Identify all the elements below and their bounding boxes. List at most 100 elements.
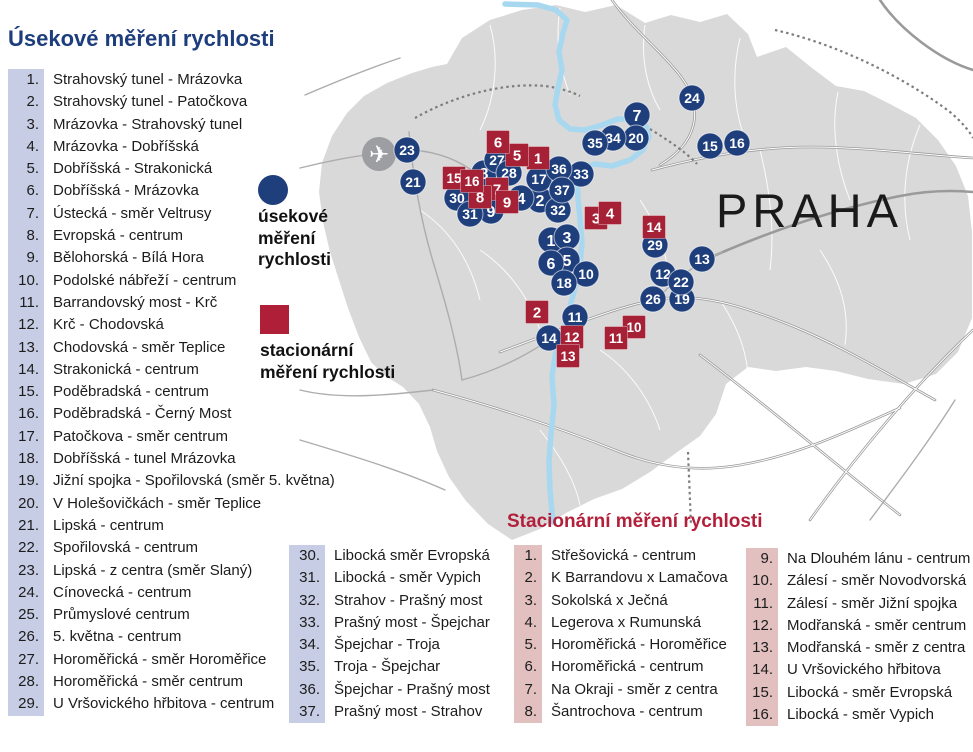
list-item-label: Bělohorská - Bílá Hora bbox=[53, 249, 204, 267]
svg-text:9: 9 bbox=[487, 204, 496, 221]
list-item-number: 8. bbox=[514, 701, 542, 724]
stationary-marker-16: 16 bbox=[460, 169, 484, 193]
section-marker-11: 11 bbox=[561, 303, 589, 331]
list-item-number: 37. bbox=[289, 701, 325, 724]
list-item-label: K Barrandovu x Lamačova bbox=[551, 569, 728, 587]
section-list-col2: 30. Libocká směr Evropská 31. Libocká - smě… bbox=[289, 545, 490, 724]
svg-text:17: 17 bbox=[531, 171, 547, 187]
stationary-marker-4: 4 bbox=[598, 201, 622, 225]
legend-line: úsekové bbox=[258, 206, 329, 226]
legend-section-label: úsekové měření rychlosti bbox=[258, 206, 331, 271]
list-item-number: 6. bbox=[514, 656, 542, 679]
svg-text:5: 5 bbox=[513, 147, 521, 164]
list-item-label: Jižní spojka - Spořilovská (směr 5. květ… bbox=[53, 472, 335, 490]
section-marker-35: 35 bbox=[581, 129, 609, 157]
list-item-number: 15. bbox=[8, 381, 44, 404]
list-item: 10. Zálesí - směr Novodvorská bbox=[746, 570, 970, 593]
section-marker-14: 14 bbox=[535, 324, 563, 352]
list-item: 12. Krč - Chodovská bbox=[8, 314, 335, 337]
list-item-number: 2. bbox=[514, 567, 542, 590]
section-list-col1: 1. Strahovský tunel - Mrázovka 2. Strahovsk… bbox=[8, 69, 335, 716]
list-item: 29. U Vršovického hřbitova - centrum bbox=[8, 693, 335, 716]
list-item-label: Poděbradská - centrum bbox=[53, 383, 209, 401]
list-item: 14. Strakonická - centrum bbox=[8, 358, 335, 382]
svg-text:23: 23 bbox=[399, 142, 415, 158]
list-item: 18. Dobříšská - tunel Mrázovka bbox=[8, 448, 335, 471]
svg-text:21: 21 bbox=[405, 174, 421, 190]
list-item-number: 23. bbox=[8, 559, 44, 582]
svg-text:37: 37 bbox=[554, 182, 570, 198]
legend-stationary-swatch bbox=[260, 305, 289, 334]
section-marker-6: 6 bbox=[537, 249, 565, 277]
list-item: 26. 5. května - centrum bbox=[8, 626, 335, 649]
stationary-marker-11: 11 bbox=[604, 326, 628, 350]
svg-text:4: 4 bbox=[517, 191, 526, 208]
legend-line: měření bbox=[258, 227, 316, 248]
svg-text:30: 30 bbox=[449, 190, 465, 206]
list-item: 2. K Barrandovu x Lamačova bbox=[514, 567, 728, 590]
list-item-number: 25. bbox=[8, 604, 44, 627]
list-item: 13. Modřanská - směr z centra bbox=[746, 637, 970, 660]
legend-stationary-label: stacionární měření rychlosti bbox=[260, 340, 395, 383]
city-area bbox=[319, 5, 972, 540]
list-item: 11. Barrandovský most - Krč bbox=[8, 291, 335, 315]
stationary-list-col1: 1. Střešovická - centrum 2. K Barrandovu x … bbox=[514, 545, 728, 724]
list-item-label: Horoměřická - směr Horoměřice bbox=[53, 650, 267, 668]
list-item-label: Strahovský tunel - Patočkova bbox=[53, 93, 248, 111]
list-item: 3. Mrázovka - Strahovský tunel bbox=[8, 113, 335, 136]
list-item-label: Lipská - z centra (směr Slaný) bbox=[53, 561, 253, 579]
svg-text:14: 14 bbox=[541, 330, 557, 346]
list-item-label: Horoměřická - centrum bbox=[551, 658, 704, 676]
list-item-number: 12. bbox=[746, 614, 778, 638]
list-item-number: 6. bbox=[8, 180, 44, 203]
list-item: 6. Dobříšská - Mrázovka bbox=[8, 180, 335, 203]
list-item-number: 9. bbox=[746, 548, 778, 571]
list-item: 7. Na Okraji - směr z centra bbox=[514, 678, 728, 702]
legend-line: měření rychlosti bbox=[260, 361, 396, 382]
list-item: 15. Poděbradská - centrum bbox=[8, 381, 335, 404]
list-item: 7. Ústecká - směr Veltrusy bbox=[8, 202, 335, 226]
list-item-number: 8. bbox=[8, 225, 44, 248]
svg-text:12: 12 bbox=[564, 330, 579, 345]
list-item-number: 15. bbox=[746, 681, 778, 705]
section-marker-20: 20 bbox=[622, 124, 650, 152]
list-item-label: Špejchar - Troja bbox=[334, 636, 440, 654]
list-item-number: 36. bbox=[289, 678, 325, 702]
section-marker-21: 21 bbox=[399, 168, 427, 196]
list-item-number: 20. bbox=[8, 492, 44, 515]
svg-text:32: 32 bbox=[550, 202, 566, 218]
list-item: 37. Prašný most - Strahov bbox=[289, 701, 490, 724]
list-item: 11. Zálesí - směr Jižní spojka bbox=[746, 592, 970, 615]
list-item-number: 3. bbox=[514, 589, 542, 612]
list-item-label: Dobříšská - Mrázovka bbox=[53, 182, 199, 200]
list-item-label: Horoměřická - směr centrum bbox=[53, 673, 244, 691]
svg-text:12: 12 bbox=[655, 266, 671, 282]
list-item-number: 10. bbox=[746, 570, 778, 593]
list-item-label: Libocká - směr Vypich bbox=[334, 569, 481, 587]
stationary-marker-15: 15 bbox=[442, 166, 466, 190]
list-item-label: Šantrochova - centrum bbox=[551, 703, 703, 721]
list-item: 16. Libocká - směr Vypich bbox=[746, 704, 970, 727]
stationary-marker-13: 13 bbox=[556, 344, 580, 368]
svg-text:2: 2 bbox=[536, 193, 545, 210]
section-measurement-title: Úsekové měření rychlosti bbox=[8, 26, 275, 51]
svg-text:20: 20 bbox=[628, 130, 644, 146]
list-item: 6. Horoměřická - centrum bbox=[514, 656, 728, 679]
list-item-label: Na Dlouhém lánu - centrum bbox=[787, 550, 971, 567]
list-item: 1. Střešovická - centrum bbox=[514, 545, 728, 568]
svg-text:13: 13 bbox=[560, 349, 576, 364]
list-item-number: 33. bbox=[289, 611, 325, 635]
section-marker-16: 16 bbox=[723, 129, 751, 157]
list-item-label: Na Okraji - směr z centra bbox=[551, 680, 718, 698]
list-item: 22. Spořilovská - centrum bbox=[8, 537, 335, 560]
list-item-label: Dobříšská - Strakonická bbox=[53, 160, 213, 178]
list-item-number: 5. bbox=[514, 634, 542, 657]
svg-text:35: 35 bbox=[587, 135, 603, 151]
list-item-label: Strahovský tunel - Mrázovka bbox=[53, 71, 243, 88]
section-marker-26: 26 bbox=[639, 285, 667, 313]
list-item-label: Modřanská - směr centrum bbox=[787, 616, 967, 634]
svg-text:31: 31 bbox=[462, 206, 478, 222]
svg-text:6: 6 bbox=[494, 134, 502, 151]
list-item-number: 27. bbox=[8, 648, 44, 672]
